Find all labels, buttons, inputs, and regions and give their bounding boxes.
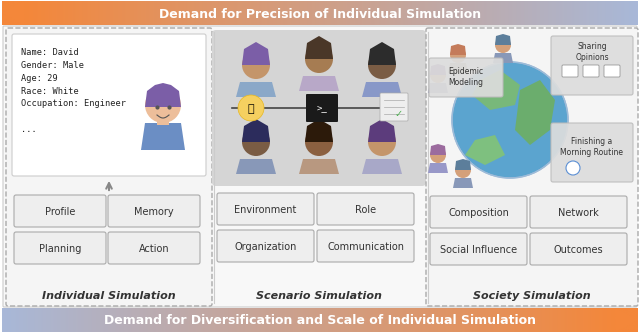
Polygon shape	[368, 119, 396, 142]
Text: ✓: ✓	[395, 109, 403, 119]
Polygon shape	[430, 144, 446, 155]
FancyBboxPatch shape	[14, 232, 106, 264]
Polygon shape	[236, 82, 276, 97]
FancyBboxPatch shape	[217, 230, 314, 262]
Text: Network: Network	[558, 208, 599, 218]
Polygon shape	[362, 159, 402, 174]
Circle shape	[452, 62, 568, 178]
FancyBboxPatch shape	[530, 233, 627, 265]
Circle shape	[242, 51, 270, 79]
Polygon shape	[236, 159, 276, 174]
Text: Profile: Profile	[45, 207, 75, 217]
Text: 💡: 💡	[248, 104, 254, 114]
Circle shape	[305, 45, 333, 73]
FancyBboxPatch shape	[108, 232, 200, 264]
Text: Memory: Memory	[134, 207, 174, 217]
FancyBboxPatch shape	[317, 193, 414, 225]
Polygon shape	[448, 63, 468, 73]
FancyBboxPatch shape	[562, 65, 578, 77]
Polygon shape	[465, 135, 505, 165]
FancyBboxPatch shape	[604, 65, 620, 77]
Polygon shape	[362, 82, 402, 97]
Circle shape	[305, 128, 333, 156]
FancyBboxPatch shape	[429, 58, 503, 97]
Text: >_: >_	[317, 105, 328, 114]
Text: Communication: Communication	[327, 242, 404, 252]
Polygon shape	[2, 1, 24, 25]
FancyBboxPatch shape	[14, 195, 106, 227]
Text: Epidemic
Modeling: Epidemic Modeling	[449, 67, 484, 87]
Circle shape	[430, 147, 446, 163]
Polygon shape	[299, 159, 339, 174]
Circle shape	[566, 161, 580, 175]
FancyBboxPatch shape	[3, 26, 637, 307]
Circle shape	[495, 37, 511, 53]
FancyBboxPatch shape	[212, 30, 426, 186]
Polygon shape	[299, 76, 339, 91]
Text: Demand for Diversification and Scale of Individual Simulation: Demand for Diversification and Scale of …	[104, 314, 536, 327]
Text: Organization: Organization	[234, 242, 297, 252]
Polygon shape	[495, 34, 511, 45]
Circle shape	[455, 162, 471, 178]
Polygon shape	[493, 53, 513, 63]
FancyBboxPatch shape	[6, 28, 212, 306]
Text: Action: Action	[139, 244, 170, 254]
Text: Composition: Composition	[448, 208, 509, 218]
FancyBboxPatch shape	[380, 93, 408, 121]
FancyBboxPatch shape	[430, 233, 527, 265]
Polygon shape	[141, 123, 185, 150]
Circle shape	[450, 47, 466, 63]
FancyBboxPatch shape	[551, 123, 633, 182]
FancyBboxPatch shape	[430, 196, 527, 228]
Text: Finishing a
Morning Routine: Finishing a Morning Routine	[561, 137, 623, 157]
Polygon shape	[305, 119, 333, 142]
Polygon shape	[145, 83, 181, 107]
Bar	[157, 113, 169, 125]
FancyBboxPatch shape	[317, 230, 414, 262]
Circle shape	[145, 87, 181, 123]
Text: Planning: Planning	[39, 244, 81, 254]
Polygon shape	[305, 36, 333, 59]
Polygon shape	[515, 80, 555, 145]
Polygon shape	[368, 42, 396, 65]
FancyBboxPatch shape	[551, 36, 633, 95]
Text: Name: David
Gender: Male
Age: 29
Race: White
Occupation: Engineer

...: Name: David Gender: Male Age: 29 Race: W…	[21, 48, 126, 134]
Text: Demand for Precision of Individual Simulation: Demand for Precision of Individual Simul…	[159, 8, 481, 21]
Text: Outcomes: Outcomes	[554, 245, 604, 255]
FancyBboxPatch shape	[583, 65, 599, 77]
Text: Scenario Simulation: Scenario Simulation	[256, 291, 382, 301]
Polygon shape	[428, 163, 448, 173]
Polygon shape	[616, 308, 638, 332]
Circle shape	[430, 67, 446, 83]
Polygon shape	[242, 42, 270, 65]
Polygon shape	[242, 119, 270, 142]
FancyBboxPatch shape	[217, 193, 314, 225]
Circle shape	[368, 128, 396, 156]
Polygon shape	[472, 70, 520, 110]
Circle shape	[238, 95, 264, 121]
Polygon shape	[428, 83, 448, 93]
Circle shape	[368, 51, 396, 79]
FancyBboxPatch shape	[12, 34, 206, 176]
FancyBboxPatch shape	[108, 195, 200, 227]
Polygon shape	[455, 159, 471, 170]
Polygon shape	[450, 44, 466, 55]
Text: Sharing
Opinions: Sharing Opinions	[575, 42, 609, 62]
Circle shape	[242, 128, 270, 156]
Text: Social Influence: Social Influence	[440, 245, 517, 255]
Polygon shape	[453, 178, 473, 188]
Text: Individual Simulation: Individual Simulation	[42, 291, 176, 301]
Text: Environment: Environment	[234, 205, 297, 215]
FancyBboxPatch shape	[306, 94, 338, 122]
FancyBboxPatch shape	[530, 196, 627, 228]
Polygon shape	[430, 64, 446, 75]
Text: Society Simulation: Society Simulation	[473, 291, 591, 301]
Text: Role: Role	[355, 205, 376, 215]
FancyBboxPatch shape	[426, 28, 638, 306]
